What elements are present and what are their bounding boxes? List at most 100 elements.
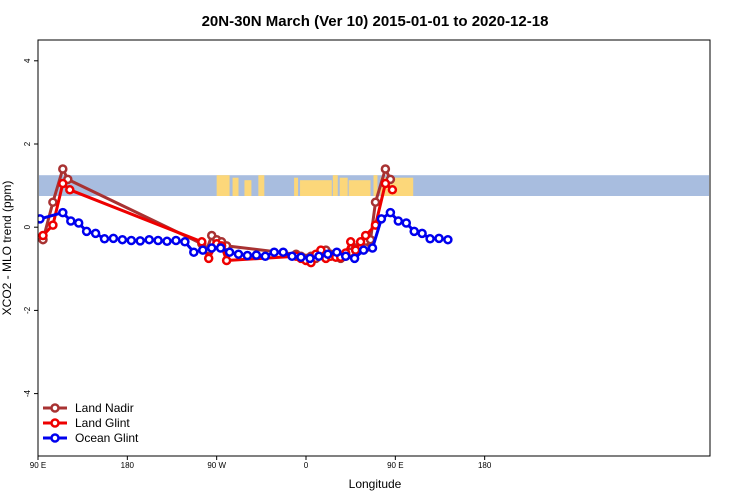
data-point-ocean-glint bbox=[340, 251, 351, 262]
y-tick-label: 0 bbox=[23, 224, 32, 229]
data-point-ocean-glint bbox=[242, 250, 253, 261]
data-point-ocean-glint bbox=[376, 214, 387, 224]
x-tick-label: 90 W bbox=[207, 461, 226, 470]
data-point-ocean-glint bbox=[206, 243, 217, 253]
legend-marker-land-nadir bbox=[50, 403, 60, 413]
x-axis-label: Longitude bbox=[349, 477, 402, 491]
data-point-land-nadir bbox=[370, 197, 381, 207]
data-point-ocean-glint bbox=[401, 218, 412, 228]
data-point-ocean-glint bbox=[153, 235, 163, 246]
y-tick-label: -2 bbox=[23, 306, 32, 314]
legend-label-land-nadir: Land Nadir bbox=[75, 401, 134, 415]
legend-marker-land-glint bbox=[50, 418, 60, 428]
data-point-ocean-glint bbox=[126, 235, 137, 246]
data-point-ocean-glint bbox=[287, 251, 297, 262]
data-point-ocean-glint bbox=[38, 214, 45, 224]
data-point-ocean-glint bbox=[305, 253, 315, 264]
data-point-ocean-glint bbox=[189, 247, 199, 257]
data-point-ocean-glint bbox=[171, 235, 181, 246]
data-point-land-glint bbox=[380, 178, 391, 189]
data-point-ocean-glint bbox=[332, 247, 342, 257]
data-point-ocean-glint bbox=[90, 228, 101, 239]
map-land bbox=[294, 177, 299, 196]
legend-marker-ocean-glint bbox=[50, 433, 60, 443]
data-point-ocean-glint bbox=[58, 207, 68, 218]
data-point-land-glint bbox=[355, 237, 366, 247]
data-point-ocean-glint bbox=[269, 247, 279, 257]
map-land bbox=[373, 175, 378, 196]
data-point-ocean-glint bbox=[73, 218, 84, 228]
data-point-land-glint bbox=[38, 230, 48, 241]
x-tick-label: 180 bbox=[121, 461, 135, 470]
legend-label-land-glint: Land Glint bbox=[75, 416, 130, 430]
data-point-ocean-glint bbox=[180, 237, 190, 247]
data-point-ocean-glint bbox=[117, 234, 128, 245]
data-point-ocean-glint bbox=[66, 216, 76, 226]
map-land bbox=[332, 175, 338, 196]
y-axis-label: XCO2 - MLO trend (ppm) bbox=[0, 181, 14, 316]
map-land bbox=[244, 180, 252, 196]
data-point-land-glint bbox=[48, 220, 58, 230]
map-band bbox=[39, 175, 709, 196]
y-axis: -4 -2 0 2 4 bbox=[23, 58, 38, 397]
data-point-ocean-glint bbox=[409, 226, 419, 237]
x-tick-label: 90 E bbox=[387, 461, 403, 470]
series-layer bbox=[38, 164, 453, 268]
chart-title: 20N-30N March (Ver 10) 2015-01-01 to 202… bbox=[202, 13, 549, 30]
data-point-land-glint bbox=[203, 253, 214, 264]
y-tick-label: 2 bbox=[23, 141, 32, 146]
x-tick-label: 90 E bbox=[30, 461, 46, 470]
x-tick-label: 180 bbox=[478, 461, 492, 470]
data-point-ocean-glint bbox=[81, 226, 92, 237]
map-land bbox=[348, 180, 371, 196]
data-point-ocean-glint bbox=[314, 251, 324, 262]
data-point-ocean-glint bbox=[393, 216, 404, 226]
data-point-ocean-glint bbox=[278, 247, 288, 257]
data-point-ocean-glint bbox=[144, 234, 154, 245]
data-point-land-glint bbox=[221, 255, 232, 266]
data-point-ocean-glint bbox=[162, 236, 172, 247]
data-point-land-nadir bbox=[48, 197, 58, 207]
data-point-land-glint bbox=[387, 185, 398, 195]
data-point-ocean-glint bbox=[260, 251, 271, 262]
map-land bbox=[216, 175, 230, 196]
data-point-ocean-glint bbox=[385, 207, 396, 218]
data-point-land-nadir bbox=[380, 164, 391, 174]
data-point-ocean-glint bbox=[349, 253, 360, 264]
data-point-ocean-glint bbox=[198, 245, 208, 255]
data-point-land-nadir bbox=[58, 164, 68, 174]
data-point-ocean-glint bbox=[425, 234, 435, 244]
y-tick-label: 4 bbox=[23, 58, 32, 63]
data-point-ocean-glint bbox=[215, 243, 226, 253]
x-axis: 90 E 180 90 W 0 90 E 180 bbox=[30, 456, 492, 470]
data-point-land-glint bbox=[58, 178, 68, 189]
map-land bbox=[232, 177, 239, 196]
data-point-ocean-glint bbox=[323, 249, 333, 259]
plot-frame bbox=[37, 39, 711, 457]
data-point-land-glint bbox=[360, 230, 371, 241]
data-point-ocean-glint bbox=[443, 234, 453, 245]
data-point-ocean-glint bbox=[296, 252, 306, 262]
data-point-ocean-glint bbox=[251, 250, 262, 260]
data-point-land-glint bbox=[350, 245, 361, 255]
data-point-ocean-glint bbox=[358, 245, 369, 255]
data-point-ocean-glint bbox=[434, 233, 444, 244]
legend-label-ocean-glint: Ocean Glint bbox=[75, 431, 139, 445]
map-land bbox=[339, 177, 348, 196]
data-point-land-glint bbox=[197, 237, 207, 247]
data-point-ocean-glint bbox=[233, 249, 244, 259]
map-land bbox=[258, 175, 265, 196]
data-point-land-glint bbox=[65, 185, 75, 195]
data-point-land-glint bbox=[345, 237, 356, 247]
map-land bbox=[300, 180, 332, 196]
data-point-ocean-glint bbox=[367, 243, 378, 253]
x-tick-label: 0 bbox=[304, 461, 309, 470]
data-point-ocean-glint bbox=[224, 247, 235, 257]
y-tick-label: -4 bbox=[23, 389, 32, 397]
data-point-ocean-glint bbox=[417, 228, 427, 239]
data-point-ocean-glint bbox=[108, 233, 119, 244]
data-point-ocean-glint bbox=[135, 236, 145, 246]
data-point-ocean-glint bbox=[99, 234, 110, 244]
